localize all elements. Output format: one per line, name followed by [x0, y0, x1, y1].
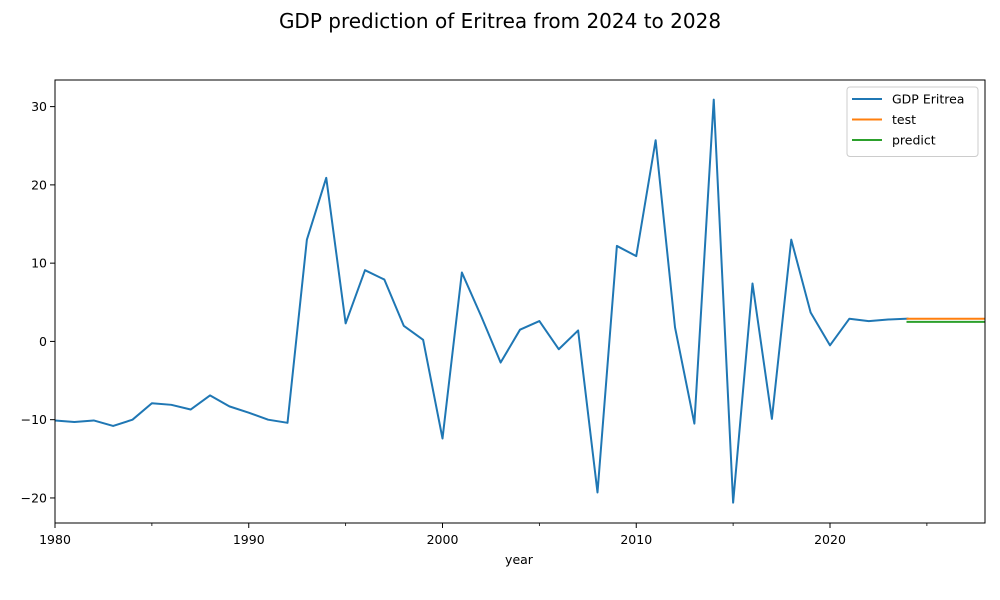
y-tick-label-20: 20 — [31, 177, 47, 192]
y-tick-label--20: −20 — [21, 490, 47, 505]
x-tick-label-2020: 2020 — [814, 532, 846, 547]
chart-title: GDP prediction of Eritrea from 2024 to 2… — [279, 9, 721, 33]
x-tick-label-1980: 1980 — [39, 532, 71, 547]
series-line-gdp-eritrea — [55, 98, 909, 504]
plot-frame — [54, 79, 986, 524]
y-tick-label-0: 0 — [39, 334, 47, 349]
y-tick-label--10: −10 — [21, 412, 47, 427]
x-axis-label: year — [505, 552, 534, 567]
legend-label-test: test — [892, 112, 916, 127]
y-tick-label-10: 10 — [31, 256, 47, 271]
series-lines — [55, 98, 985, 504]
axes: 1980 1990 2000 2010 2020 −20 −10 0 10 20 30 — [21, 79, 986, 547]
legend: GDP Eritrea test predict — [846, 86, 979, 157]
y-tick-label-30: 30 — [31, 99, 47, 114]
plot-area — [55, 98, 985, 504]
legend-label-gdp-eritrea: GDP Eritrea — [892, 92, 964, 107]
x-tick-label-2000: 2000 — [427, 532, 459, 547]
x-tick-label-1990: 1990 — [233, 532, 265, 547]
x-tick-label-2010: 2010 — [620, 532, 652, 547]
legend-label-predict: predict — [892, 133, 936, 148]
